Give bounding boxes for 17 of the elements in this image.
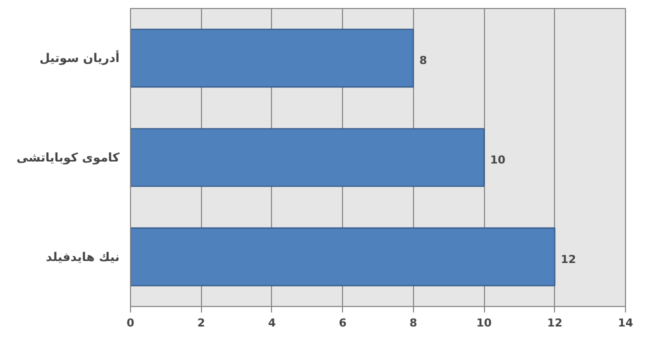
y-tick-label: أدريان سوتيل [39, 50, 120, 66]
bar [130, 128, 485, 187]
x-tick-label: 12 [547, 316, 562, 330]
x-tick-label: 0 [126, 316, 135, 330]
x-tick-label: 4 [268, 316, 276, 330]
data-label: 12 [560, 252, 576, 266]
x-tick-label: 14 [618, 316, 634, 330]
bar [130, 28, 414, 88]
x-tick-label: 6 [338, 316, 347, 330]
y-tick-label: نيك هايدفيلد [46, 250, 120, 264]
bar [130, 227, 556, 286]
data-label: 10 [490, 154, 506, 166]
x-tick-label: 8 [410, 316, 418, 330]
x-tick-label: 10 [476, 316, 492, 330]
data-label: 8 [419, 54, 428, 68]
y-tick-label: كاموى كوباياتشى [16, 150, 120, 164]
x-tick-label: 2 [197, 316, 206, 330]
